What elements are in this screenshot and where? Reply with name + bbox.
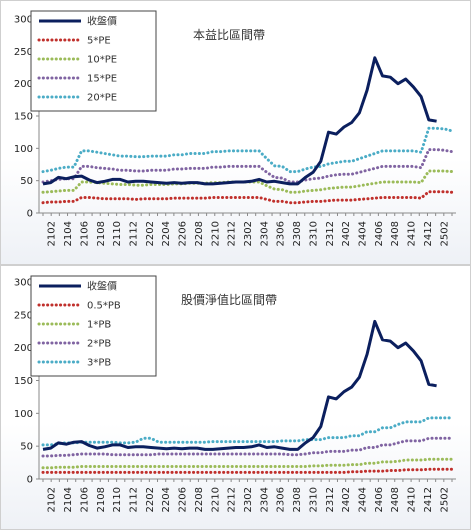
x-tick-label: 2310 [308, 221, 319, 246]
y-tick-label: 250 [14, 47, 33, 58]
x-tick-label: 2102 [47, 487, 58, 512]
x-tick-label: 2402 [341, 487, 352, 512]
x-tick-label: 2404 [358, 487, 369, 512]
y-tick-label: 150 [14, 376, 33, 387]
x-tick-label: 2412 [423, 221, 434, 246]
x-tick-label: 2208 [194, 487, 205, 512]
legend-label: 3*PB [87, 358, 111, 369]
x-tick-label: 2204 [161, 221, 172, 246]
pe-band-chart: 0 50 100 150 200 250 300 2102 2104 2106 2108 2110 21… [0, 0, 471, 265]
x-tick-label: 2306 [276, 221, 287, 246]
x-tick-label: 2310 [308, 487, 319, 512]
x-tick-label: 2406 [374, 487, 385, 512]
pb-band-chart-svg: 0 50 100 150 200 250 300 2102 2104 2106 2108 2110 21… [14, 275, 456, 512]
x-tick-label: 2306 [276, 487, 287, 512]
y-tick-label: 100 [14, 409, 33, 420]
x-tick-label: 2112 [128, 221, 139, 246]
x-tick-label: 2406 [374, 221, 385, 246]
x-tick-label: 2412 [423, 487, 434, 512]
x-tick-label: 2208 [194, 221, 205, 246]
series-line-band-2 [41, 169, 454, 194]
series-line-band-3 [41, 436, 454, 458]
legend-label: 1*PB [87, 320, 111, 331]
x-tick-label: 2206 [178, 221, 189, 246]
series-line-band-2 [41, 457, 454, 470]
y-tick-label: 100 [14, 144, 33, 155]
legend-box [30, 275, 157, 377]
legend-label: 收盤價 [87, 15, 117, 28]
x-tick-label: 2102 [47, 221, 58, 246]
y-tick-label: 200 [14, 343, 33, 354]
y-tick-label: 50 [20, 176, 33, 187]
x-tick-label: 2108 [96, 221, 107, 246]
legend-label: 2*PB [87, 339, 111, 350]
legend-label: 15*PE [87, 74, 117, 85]
y-tick-label: 0 [27, 475, 33, 486]
x-tick-label: 2212 [227, 221, 238, 246]
x-tick-label: 2410 [407, 487, 418, 512]
legend-label: 0.5*PB [87, 301, 121, 312]
x-tick-label: 2408 [390, 221, 401, 246]
y-tick-label: 150 [14, 112, 33, 123]
x-tick-label: 2104 [63, 221, 74, 246]
x-tick-label: 2104 [63, 487, 74, 512]
legend-label: 收盤價 [87, 280, 117, 293]
x-tick-label: 2408 [390, 487, 401, 512]
x-tick-label: 2106 [79, 487, 90, 512]
legend-box [30, 10, 157, 112]
x-tick-label: 2110 [112, 487, 123, 512]
x-tick-label: 2212 [227, 487, 238, 512]
x-tick-label: 2110 [112, 221, 123, 246]
x-tick-label: 2304 [259, 487, 270, 512]
series-line-close-price [42, 56, 437, 186]
legend-label: 20*PE [87, 93, 117, 104]
series-line-band-4 [41, 416, 454, 447]
x-tick-label: 2404 [358, 221, 369, 246]
x-tick-label: 2210 [210, 221, 221, 246]
series-line-close-price [42, 319, 437, 451]
y-tick-label: 300 [14, 278, 33, 289]
chart-title: 本益比區間帶 [193, 28, 265, 42]
x-tick-label: 2210 [210, 487, 221, 512]
chart-title: 股價淨值比區間帶 [181, 292, 277, 307]
x-tick-label: 2204 [161, 487, 172, 512]
x-tick-label: 2302 [243, 487, 254, 512]
x-tick-label: 2106 [79, 221, 90, 246]
series-line-band-1 [41, 190, 454, 205]
y-tick-label: 300 [14, 15, 33, 26]
x-tick-label: 2308 [292, 487, 303, 512]
legend-label: 10*PE [87, 55, 117, 66]
x-tick-label: 2312 [325, 487, 336, 512]
y-tick-label: 250 [14, 310, 33, 321]
x-tick-label: 2108 [96, 487, 107, 512]
x-tick-label: 2304 [259, 221, 270, 246]
series-line-band-1 [41, 467, 454, 474]
pe-band-chart-svg: 0 50 100 150 200 250 300 2102 2104 2106 2108 2110 21… [14, 10, 456, 246]
x-tick-label: 2206 [178, 487, 189, 512]
x-tick-label: 2410 [407, 221, 418, 246]
x-tick-label: 2502 [439, 487, 450, 512]
series-line-band-3 [41, 148, 454, 184]
x-tick-label: 2312 [325, 221, 336, 246]
x-tick-label: 2202 [145, 221, 156, 246]
x-tick-label: 2112 [128, 487, 139, 512]
series-line-band-4 [41, 126, 454, 174]
x-tick-label: 2308 [292, 221, 303, 246]
y-tick-label: 50 [20, 442, 33, 453]
legend-label: 5*PE [87, 36, 111, 47]
y-tick-label: 200 [14, 79, 33, 90]
y-tick-label: 0 [27, 209, 33, 220]
x-tick-label: 2502 [439, 221, 450, 246]
x-tick-label: 2202 [145, 487, 156, 512]
x-tick-label: 2302 [243, 221, 254, 246]
pb-band-chart: 0 50 100 150 200 250 300 2102 2104 2106 2108 2110 21… [0, 265, 471, 530]
x-tick-label: 2402 [341, 221, 352, 246]
